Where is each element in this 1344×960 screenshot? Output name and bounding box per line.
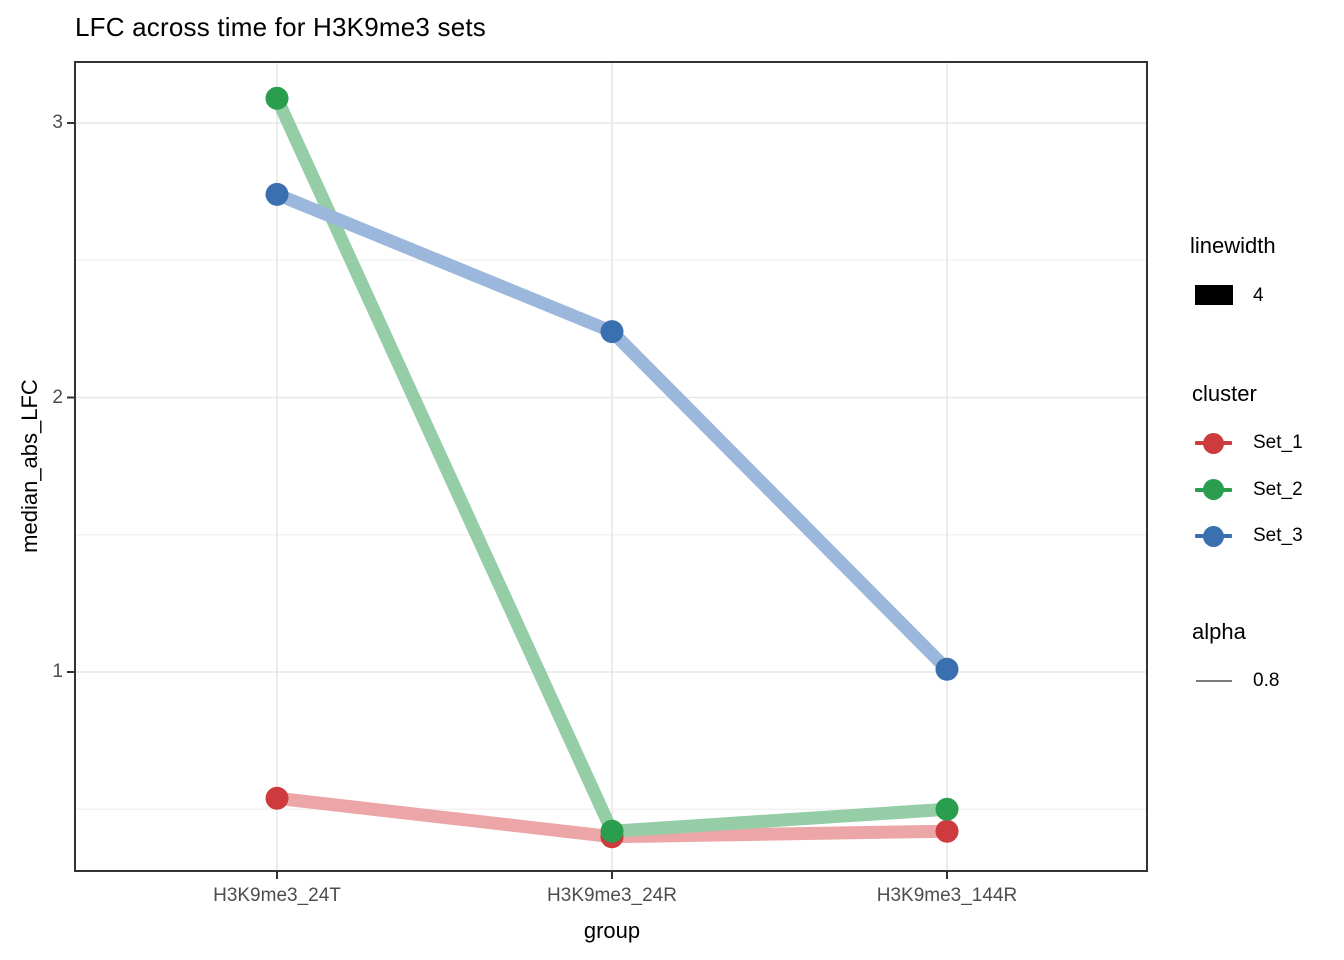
data-point-set_1 bbox=[935, 819, 959, 843]
y-axis-title: median_abs_LFC bbox=[17, 379, 42, 553]
y-tick-label: 2 bbox=[52, 386, 63, 408]
legend-cluster-label: Set_3 bbox=[1253, 525, 1303, 546]
legend-cluster-label: Set_2 bbox=[1253, 478, 1303, 500]
legend-cluster-key-dot bbox=[1203, 525, 1224, 547]
x-tick-label: H3K9me3_24R bbox=[547, 885, 677, 906]
data-point-set_2 bbox=[600, 819, 624, 843]
x-tick-label: H3K9me3_24T bbox=[213, 885, 341, 906]
x-tick-label: H3K9me3_144R bbox=[876, 885, 1018, 906]
x-axis-title: group bbox=[583, 918, 641, 943]
legend-cluster-label: Set_1 bbox=[1253, 432, 1303, 453]
legend-alpha-value: 0.8 bbox=[1253, 670, 1280, 691]
data-point-set_3 bbox=[600, 320, 624, 344]
legend-alpha-key-icon bbox=[1196, 680, 1232, 682]
data-point-set_1 bbox=[265, 786, 289, 810]
legend-cluster-key-dot bbox=[1203, 479, 1224, 500]
legend-linewidth-title: linewidth bbox=[1190, 233, 1276, 258]
data-point-set_3 bbox=[935, 657, 959, 681]
data-point-set_2 bbox=[935, 797, 959, 821]
y-tick-label: 3 bbox=[52, 112, 63, 133]
legend-alpha-title: alpha bbox=[1192, 619, 1246, 644]
legend-cluster-key-dot bbox=[1203, 432, 1224, 454]
legend-linewidth-value: 4 bbox=[1253, 285, 1264, 306]
legend-cluster-title: cluster bbox=[1192, 381, 1257, 406]
data-point-set_3 bbox=[265, 182, 289, 206]
panel-border bbox=[74, 61, 1148, 872]
chart-title: LFC across time for H3K9me3 sets bbox=[75, 12, 486, 42]
legend-linewidth-key-icon bbox=[1195, 285, 1233, 305]
data-point-set_2 bbox=[265, 86, 289, 110]
y-tick-label: 1 bbox=[52, 661, 63, 682]
